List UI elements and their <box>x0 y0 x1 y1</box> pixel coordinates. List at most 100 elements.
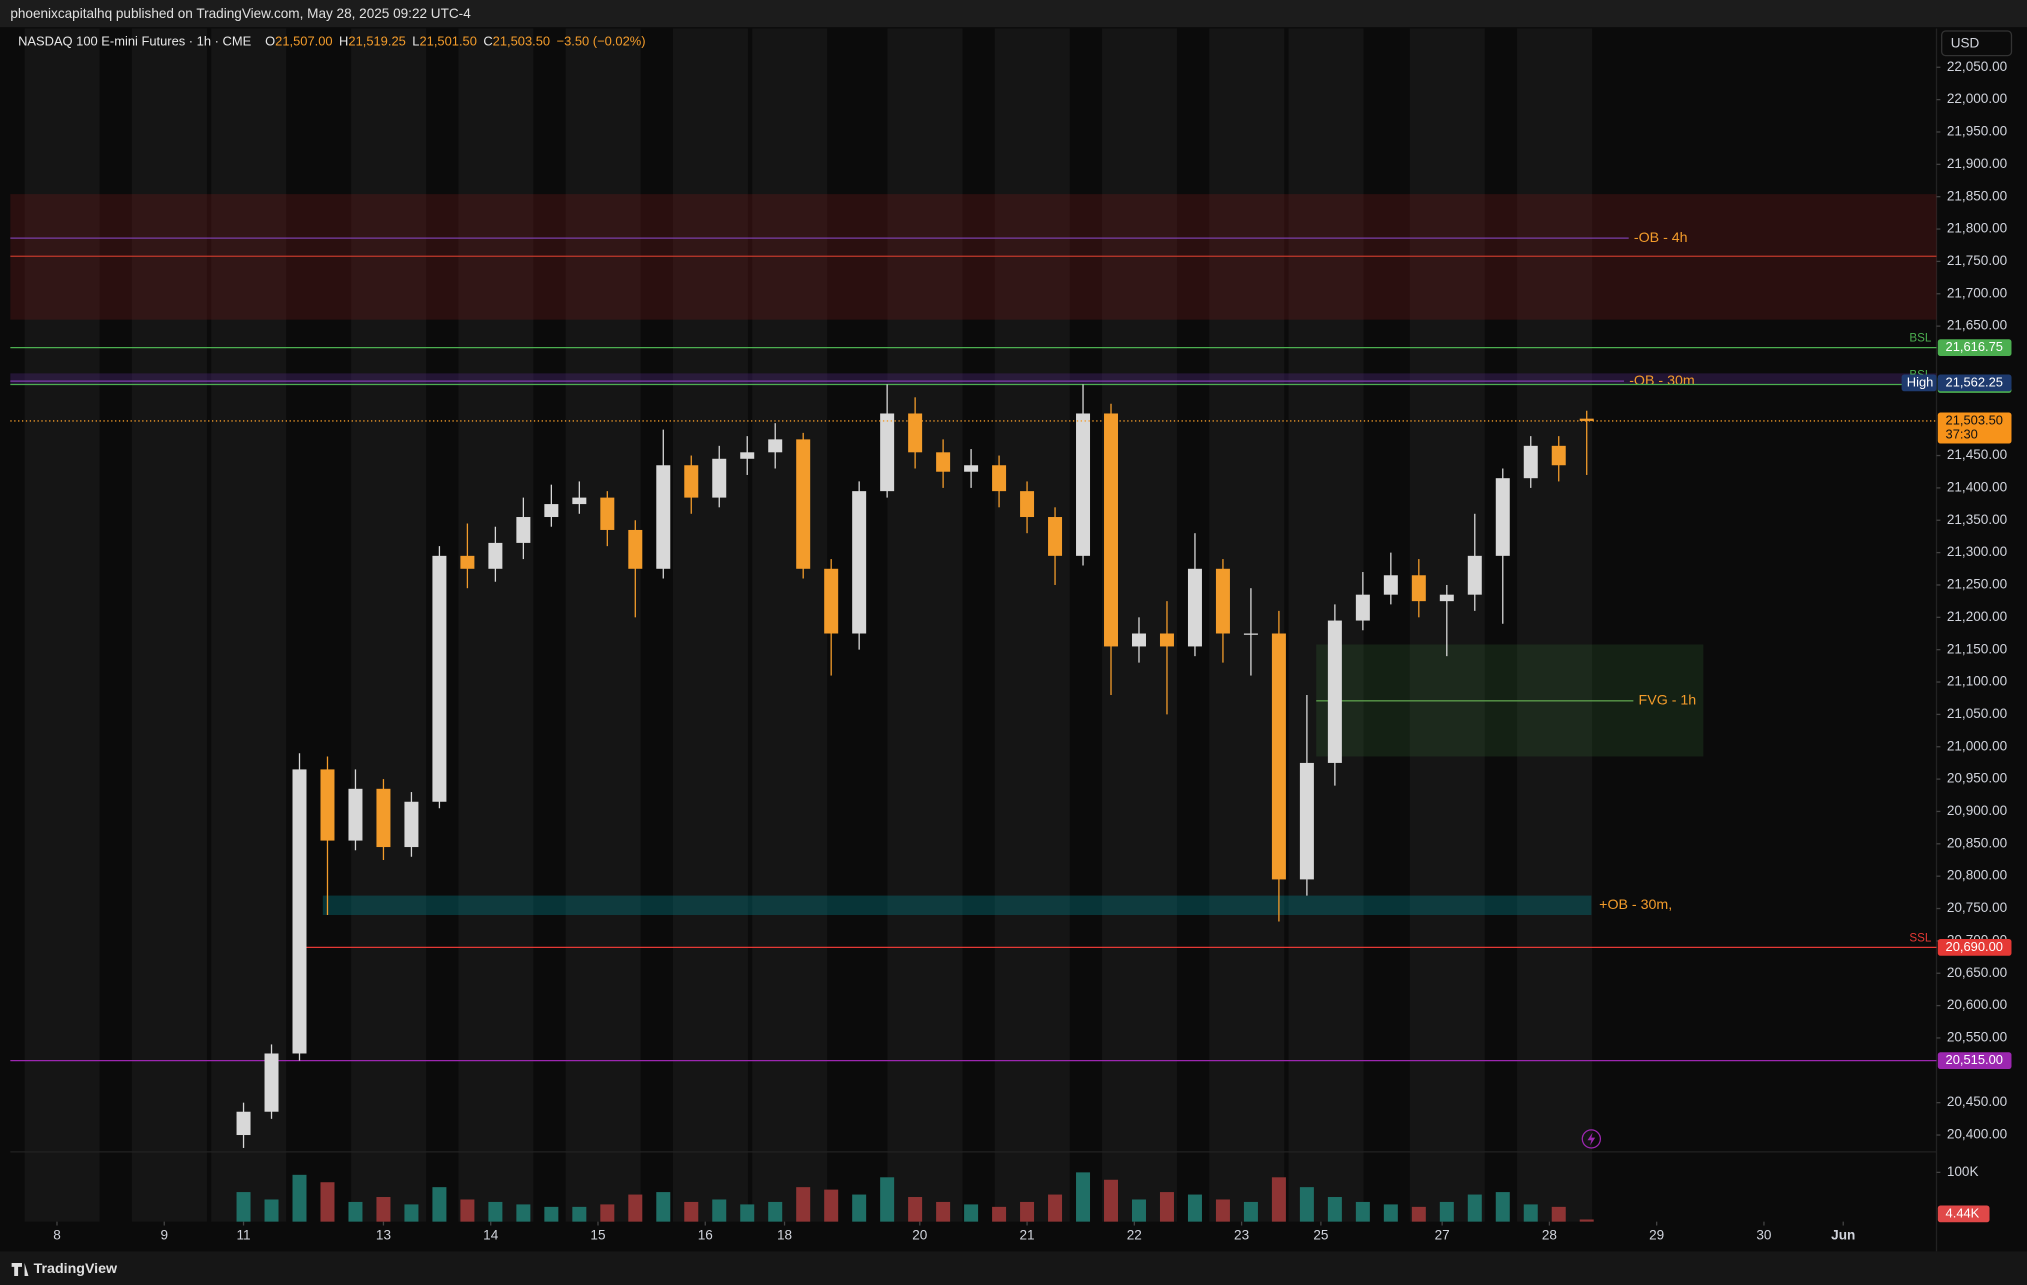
volume-bar <box>1159 1192 1174 1222</box>
candle-body <box>908 413 923 453</box>
level-name: SSL <box>1909 931 1932 944</box>
volume-bar <box>1048 1194 1063 1222</box>
candle-body <box>1104 413 1119 647</box>
candle-body <box>1243 633 1258 635</box>
volume-bar <box>768 1201 783 1222</box>
candle-body <box>992 465 1007 492</box>
volume-bar <box>1355 1201 1370 1222</box>
price-tag: 21,616.75 <box>1946 339 2003 354</box>
session-stripe <box>752 28 828 1222</box>
candle-body <box>628 529 643 569</box>
symbol-title: NASDAQ 100 E-mini Futures · 1h · CME <box>18 34 251 49</box>
volume-bar <box>516 1204 531 1222</box>
level-name: BSL <box>1909 332 1932 345</box>
x-tick-label: 23 <box>1234 1227 1249 1242</box>
session-stripe <box>672 28 748 1222</box>
volume-bar <box>796 1187 811 1222</box>
x-tick-label: 27 <box>1435 1227 1450 1242</box>
y-tick-label: 21,900.00 <box>1947 156 2008 171</box>
volume-bar <box>656 1192 671 1222</box>
level-label: FVG - 1h <box>1639 693 1697 709</box>
legend-value: 21,501.50 <box>419 34 476 49</box>
candle-body <box>796 439 811 569</box>
session-stripe <box>887 28 963 1222</box>
volume-bar <box>432 1187 447 1222</box>
volume-bar <box>1187 1194 1202 1222</box>
volume-bar <box>852 1194 867 1222</box>
candle-body <box>572 497 587 505</box>
price-tag-box <box>1937 1052 2012 1070</box>
volume-bar <box>488 1201 503 1222</box>
legend-key: H <box>339 34 348 49</box>
volume-bar <box>1271 1177 1286 1222</box>
session-stripe <box>1288 28 1364 1222</box>
y-tick-label: 20,600.00 <box>1947 997 2008 1012</box>
session-stripe <box>1517 28 1593 1222</box>
candle-body <box>1551 445 1566 466</box>
y-tick-label: 21,150.00 <box>1947 641 2008 656</box>
x-tick-label: 11 <box>236 1227 250 1242</box>
session-stripe <box>565 28 641 1222</box>
candle-body <box>768 439 783 453</box>
currency-box[interactable] <box>1941 30 2013 57</box>
candle-body <box>964 465 979 472</box>
y-tick-label: 21,100.00 <box>1947 674 2008 689</box>
volume-bar <box>1076 1172 1091 1222</box>
x-tick-label: 16 <box>698 1227 713 1242</box>
volume-bar <box>740 1204 755 1222</box>
volume-bar <box>1215 1199 1230 1222</box>
y-tick-label: 20,950.00 <box>1947 771 2008 786</box>
legend-value: 21,519.25 <box>348 34 405 49</box>
volume-bar <box>712 1199 727 1222</box>
x-tick-label: 28 <box>1542 1227 1557 1242</box>
volume-bar <box>572 1206 587 1222</box>
session-stripe <box>131 28 207 1222</box>
x-tick-label: 21 <box>1020 1227 1035 1242</box>
y-tick-label: 21,750.00 <box>1947 253 2008 268</box>
volume-bar <box>1523 1204 1538 1222</box>
y-tick-label: 21,200.00 <box>1947 609 2008 624</box>
volume-bar <box>1104 1179 1119 1222</box>
price-tag-box <box>1937 938 2012 956</box>
x-tick-label: 18 <box>777 1227 792 1242</box>
x-tick-label: 30 <box>1756 1227 1772 1242</box>
candle-body <box>684 465 699 498</box>
volume-bar <box>1411 1206 1426 1222</box>
candle-body <box>1411 575 1426 602</box>
volume-bar <box>992 1206 1007 1222</box>
x-tick-label: 9 <box>160 1227 168 1242</box>
legend-key: C <box>483 34 492 49</box>
y-tick-label: 21,950.00 <box>1947 124 2008 139</box>
y-tick-label: 20,400.00 <box>1947 1127 2008 1142</box>
candle-body <box>824 568 839 634</box>
zone-label: +OB - 30m, <box>1599 897 1672 913</box>
volume-bar <box>684 1201 699 1222</box>
candle-body <box>1355 594 1370 621</box>
volume-bar <box>264 1199 279 1222</box>
candle-body <box>1048 517 1063 556</box>
candle-body <box>936 452 951 472</box>
high-name-box <box>1901 374 1937 392</box>
footer-bar <box>0 1251 2027 1285</box>
legend-change: −3.50 (−0.02%) <box>557 34 646 49</box>
volume-tag: 4.44K <box>1946 1205 1980 1220</box>
header: phoenixcapitalhq published on TradingVie… <box>10 6 471 21</box>
y-tick-label: 21,300.00 <box>1947 544 2008 559</box>
y-tick-label: 22,000.00 <box>1947 91 2008 106</box>
x-tick-label: 22 <box>1127 1227 1142 1242</box>
candle-body <box>516 517 531 543</box>
y-tick-label: 21,800.00 <box>1947 221 2008 236</box>
header-bar <box>0 0 2027 28</box>
candle-body <box>880 413 895 492</box>
high-name: High <box>1907 374 1934 389</box>
volume-bar <box>1579 1219 1594 1222</box>
alert-icon[interactable] <box>1581 1129 1602 1149</box>
y-tick-label: 21,000.00 <box>1947 738 2008 753</box>
volume-bar <box>292 1174 307 1222</box>
candle-body <box>236 1111 251 1136</box>
legend-key: L <box>412 34 419 49</box>
candle-body <box>320 769 335 841</box>
y-tick-label: 22,050.00 <box>1947 59 2008 74</box>
candle-body <box>348 788 363 841</box>
